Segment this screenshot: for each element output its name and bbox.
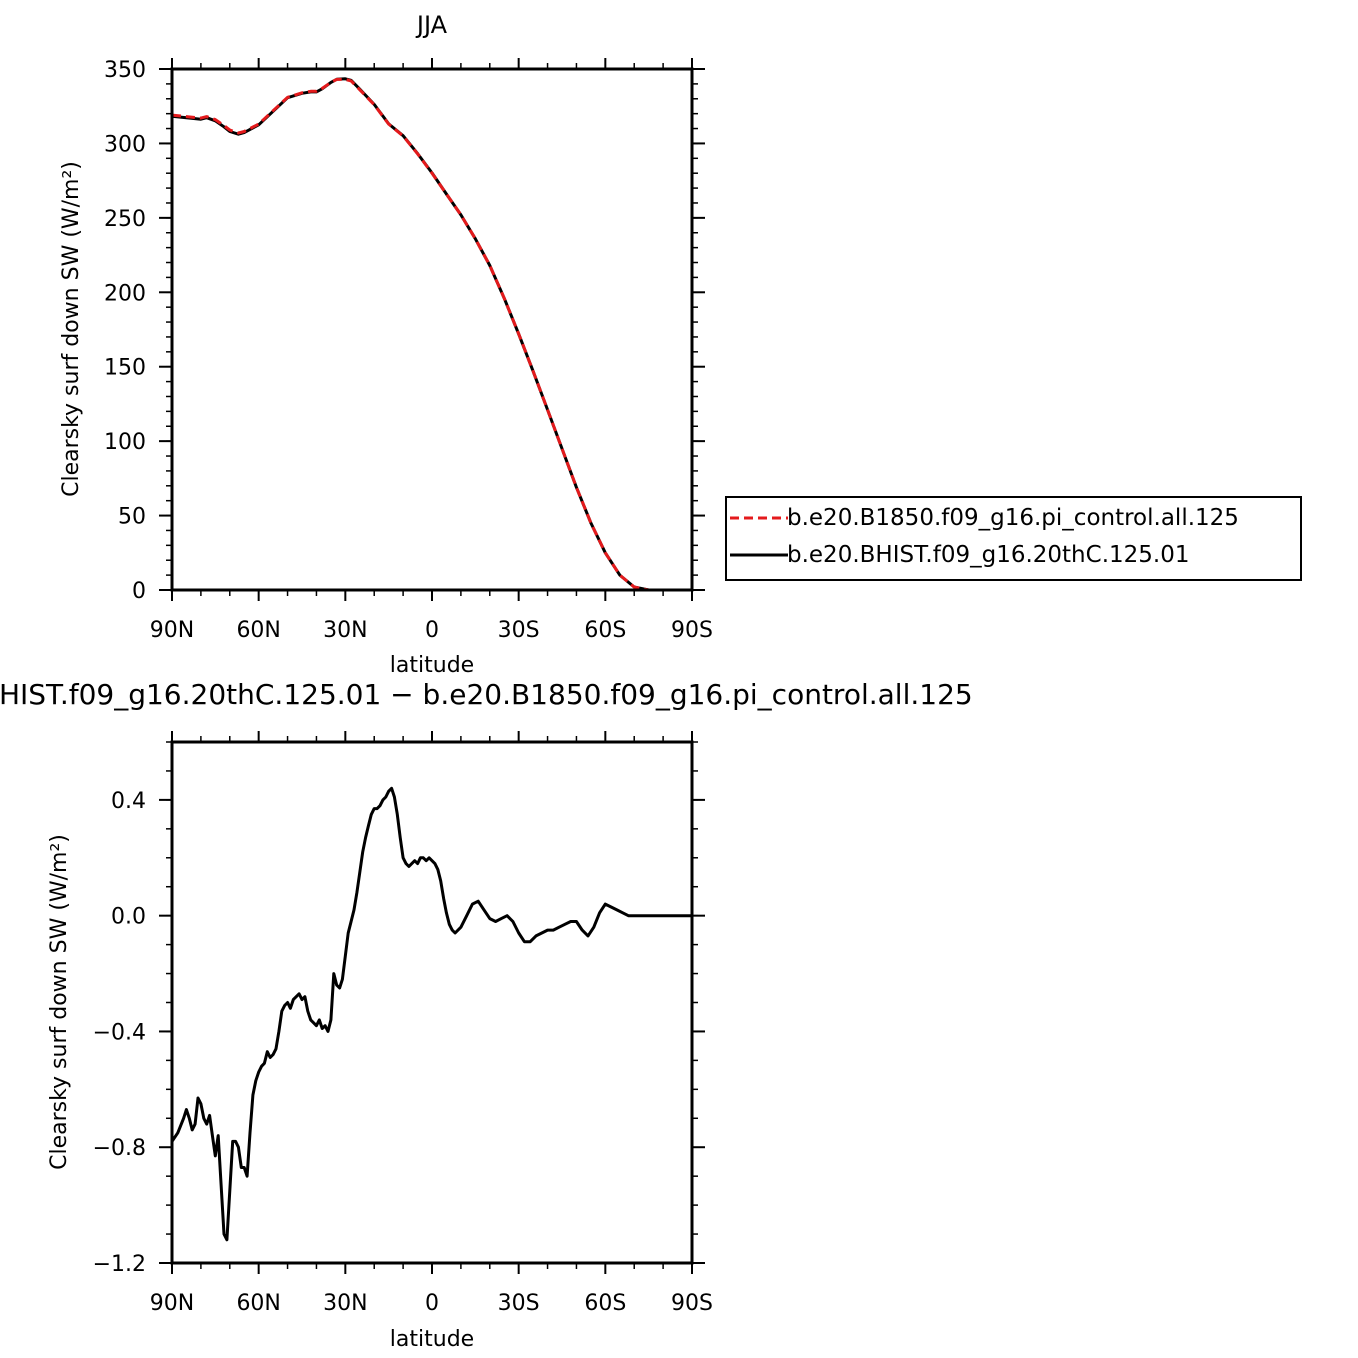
top-y-tick-label: 0 bbox=[132, 579, 146, 604]
top-plot-frame bbox=[170, 67, 694, 592]
bottom-x-tick-label: 60N bbox=[236, 1291, 280, 1316]
top-x-tick-label: 0 bbox=[425, 618, 439, 643]
bottom-series-line-0 bbox=[170, 786, 692, 1242]
top-y-tick-label: 350 bbox=[104, 58, 146, 83]
bottom-panel: b.e20.BHIST.f09_g16.20thC.125.01 − b.e20… bbox=[0, 678, 973, 1352]
bottom-axis-ticks: 90N 60N 30N 0 30S 60S 90S 0.4 0.0 −0.4 −0.8 −1.2 bbox=[93, 731, 713, 1316]
bottom-y-tick-label: 0.0 bbox=[111, 905, 146, 930]
bottom-y-axis-label: Clearsky surf down SW (W/m²) bbox=[47, 834, 72, 1170]
legend-label-control: b.e20.B1850.f09_g16.pi_control.all.125 bbox=[787, 505, 1239, 531]
top-y-tick-label: 150 bbox=[104, 356, 146, 381]
top-x-tick-label: 90S bbox=[671, 618, 713, 643]
top-y-tick-label: 50 bbox=[118, 505, 146, 530]
bottom-x-tick-label: 30S bbox=[498, 1291, 540, 1316]
top-series-line-0 bbox=[171, 77, 692, 592]
bottom-x-axis-label: latitude bbox=[390, 1327, 474, 1352]
bottom-chart-title: b.e20.BHIST.f09_g16.20thC.125.01 − b.e20… bbox=[0, 678, 973, 711]
top-x-tick-label: 60S bbox=[584, 618, 626, 643]
bottom-y-tick-label: −0.8 bbox=[93, 1136, 146, 1161]
bottom-x-tick-label: 0 bbox=[425, 1291, 439, 1316]
top-x-tick-label: 60N bbox=[236, 618, 280, 643]
top-y-axis-label: Clearsky surf down SW (W/m²) bbox=[59, 161, 84, 497]
top-panel: JJA Clearsky surf down SW (W/m²) latitud… bbox=[59, 11, 713, 678]
bottom-plot-area bbox=[170, 786, 692, 1242]
top-y-tick-label: 300 bbox=[104, 132, 146, 157]
bottom-y-tick-label: −0.4 bbox=[93, 1020, 146, 1045]
bottom-x-tick-label: 90S bbox=[671, 1291, 713, 1316]
top-y-tick-label: 100 bbox=[104, 430, 146, 455]
bottom-y-tick-label: 0.4 bbox=[111, 789, 146, 814]
top-x-tick-label: 30N bbox=[323, 618, 367, 643]
top-x-tick-label: 90N bbox=[150, 618, 194, 643]
top-x-axis-label: latitude bbox=[390, 653, 474, 678]
bottom-x-tick-label: 90N bbox=[150, 1291, 194, 1316]
bottom-x-tick-label: 60S bbox=[584, 1291, 626, 1316]
legend-label-hist: b.e20.BHIST.f09_g16.20thC.125.01 bbox=[787, 542, 1189, 568]
bottom-y-tick-label: −1.2 bbox=[93, 1252, 146, 1277]
legend-box bbox=[725, 496, 1302, 581]
top-y-tick-label: 250 bbox=[104, 207, 146, 232]
bottom-plot-frame bbox=[170, 740, 694, 1265]
top-plot-area bbox=[171, 77, 692, 592]
top-chart-title: JJA bbox=[415, 11, 448, 39]
bottom-x-tick-label: 30N bbox=[323, 1291, 367, 1316]
top-y-tick-label: 200 bbox=[104, 281, 146, 306]
top-x-tick-label: 30S bbox=[498, 618, 540, 643]
legend-item-hist: b.e20.BHIST.f09_g16.20thC.125.01 bbox=[730, 542, 1189, 568]
legend-item-control: b.e20.B1850.f09_g16.pi_control.all.125 bbox=[730, 505, 1239, 531]
legend: b.e20.B1850.f09_g16.pi_control.all.125 b… bbox=[725, 496, 1302, 581]
top-axis-ticks: 90N 60N 30N 0 30S 60S 90S 0 50 100 150 200 250 300 350 bbox=[104, 58, 713, 643]
